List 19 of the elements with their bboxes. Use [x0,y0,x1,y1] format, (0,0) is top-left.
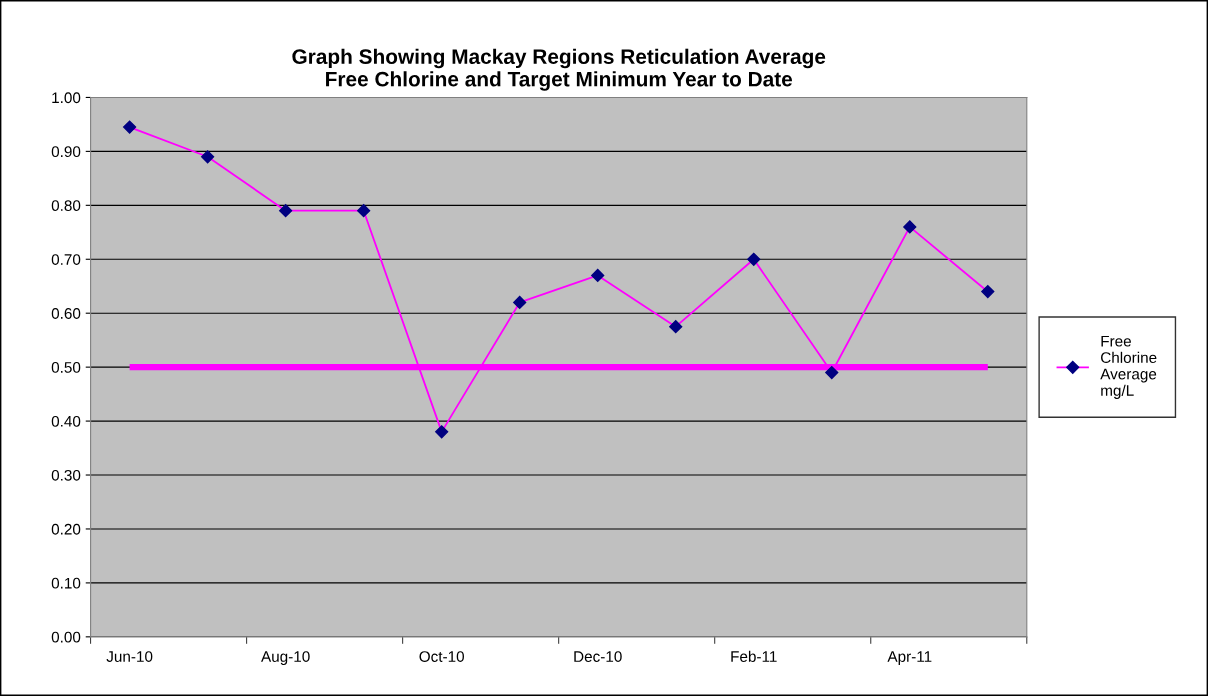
x-tick-label: Feb-11 [731,650,777,662]
x-tick-label: Apr-11 [887,651,932,665]
x-tick-label: Jun-10 [106,651,153,662]
y-tick-label: 0.20 [51,523,81,535]
y-tick-label: 0.90 [51,146,81,158]
y-tick-label: 0.70 [51,254,81,265]
x-tick-label: Aug-10 [261,651,310,665]
y-tick-label: 0.50 [51,362,81,373]
x-tick-label: Dec-10 [574,651,622,662]
chart-title: Graph Showing Mackay Regions Reticulation Average Free Chlorine and Target Minimum Year to Date [292,48,826,91]
y-tick-label: 0.10 [51,577,81,589]
y-tick-label: 0.80 [51,200,81,212]
legend-label: Free Chlorine Average mg/L [1100,335,1157,399]
y-tick-label: 0.30 [51,469,81,481]
x-tick-label: Oct-10 [419,651,464,662]
y-tick-label: 0.60 [51,308,81,319]
y-tick-label: 1.00 [52,92,81,104]
y-tick-label: 0.40 [51,415,81,427]
y-tick-label: 0.00 [51,631,81,643]
